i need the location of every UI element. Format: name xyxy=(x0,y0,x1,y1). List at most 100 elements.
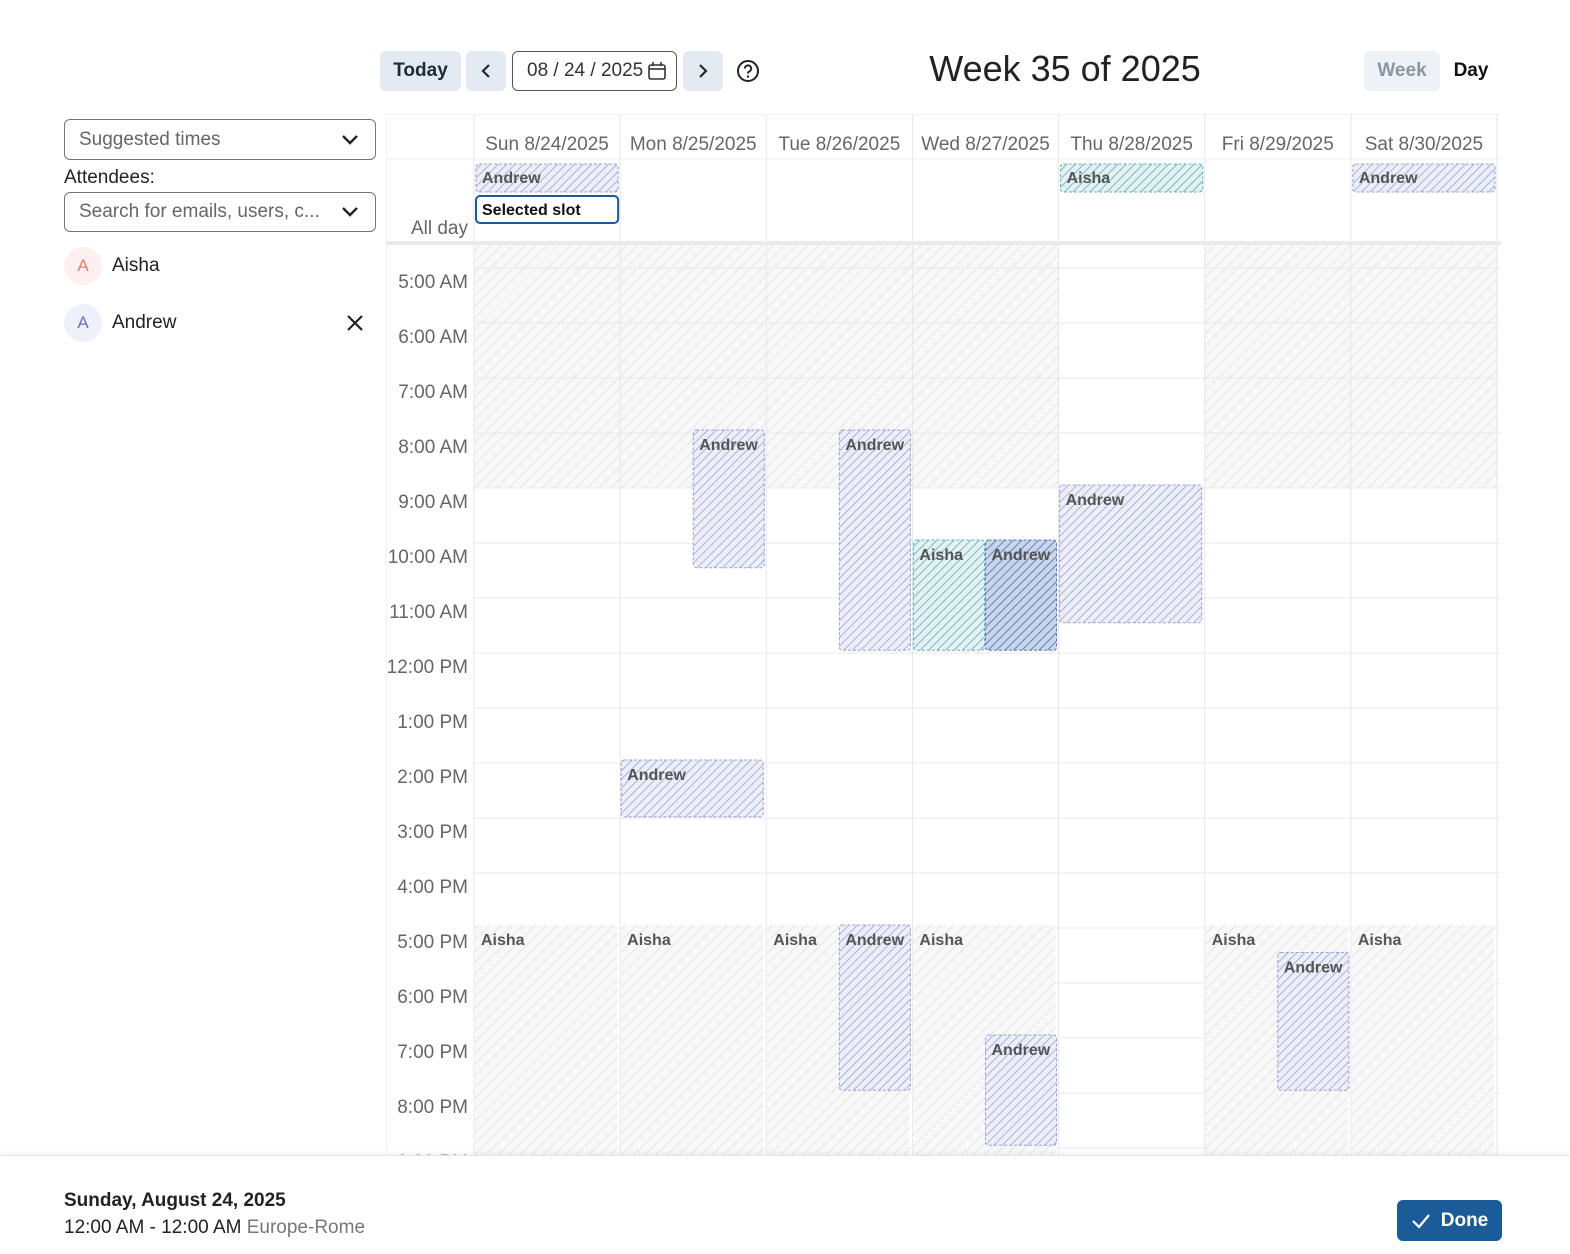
hour-label: 7:00 PM xyxy=(397,1042,468,1063)
attendee-name: Andrew xyxy=(112,312,177,333)
prev-button[interactable] xyxy=(466,51,506,91)
today-button[interactable]: Today xyxy=(380,51,461,91)
hour-label: 7:00 AM xyxy=(398,382,468,403)
avatar: A xyxy=(64,247,102,285)
event-label: Aisha xyxy=(919,932,963,949)
done-button[interactable]: Done xyxy=(1397,1200,1502,1241)
hour-label: 10:00 AM xyxy=(388,547,468,568)
event-label: Aisha xyxy=(627,932,671,949)
event-label: Andrew xyxy=(1284,960,1343,977)
next-button[interactable] xyxy=(683,51,723,91)
week-view-button[interactable]: Week xyxy=(1364,51,1440,91)
unavailable xyxy=(912,245,1059,488)
unavailable xyxy=(474,245,621,488)
hour-label: 4:00 PM xyxy=(397,877,468,898)
selected-time-row: 12:00 AM - 12:00 AM Europe-Rome xyxy=(64,1217,365,1239)
hour-label: 9:00 PM xyxy=(397,1152,468,1155)
attendee-search[interactable]: Search for emails, users, c... xyxy=(64,192,376,232)
event-label: Andrew xyxy=(482,170,541,187)
event xyxy=(1351,925,1494,1155)
hour-label: 9:00 AM xyxy=(398,492,468,513)
all-day-event xyxy=(1060,163,1204,193)
event-label: Andrew xyxy=(699,437,758,454)
date-value: 08 / 24 / 2025 xyxy=(527,60,644,81)
day-header: Sat 8/30/2025 xyxy=(1365,134,1483,155)
day-header: Fri 8/29/2025 xyxy=(1222,134,1334,155)
timezone: Europe-Rome xyxy=(246,1217,366,1238)
hour-label: 3:00 PM xyxy=(397,822,468,843)
suggested-times-select[interactable]: Suggested times xyxy=(64,119,376,160)
week-title: Week 35 of 2025 xyxy=(929,48,1201,89)
event-label: Aisha xyxy=(773,932,817,949)
event-label: Andrew xyxy=(1066,492,1125,509)
event xyxy=(1059,484,1203,624)
done-label: Done xyxy=(1440,1209,1489,1231)
next-icon xyxy=(699,64,708,78)
hour-label: 8:00 PM xyxy=(397,1097,468,1118)
event-label: Aisha xyxy=(1067,170,1111,187)
unavailable xyxy=(1204,245,1351,488)
selected-slot xyxy=(475,195,620,224)
hour-label: 8:00 AM xyxy=(398,437,468,458)
remove-attendee[interactable] xyxy=(346,314,364,332)
event-label: Andrew xyxy=(845,437,904,454)
events-layer: Andrew Andrew Aisha Andrew Andrew Andrew Aisha… xyxy=(475,429,1494,1155)
footer: Sunday, August 24, 2025 12:00 AM - 12:00… xyxy=(0,1155,1570,1254)
event xyxy=(692,429,765,569)
selected-time: 12:00 AM - 12:00 AM xyxy=(64,1217,242,1238)
all-day-event xyxy=(1352,163,1496,193)
day-header: Sun 8/24/2025 xyxy=(485,134,609,155)
event xyxy=(621,925,764,1155)
calendar-icon xyxy=(648,62,666,80)
help-icon[interactable] xyxy=(736,59,760,83)
hour-label: 11:00 AM xyxy=(389,602,468,623)
attendees-label: Attendees: xyxy=(64,167,155,188)
day-view-button[interactable]: Day xyxy=(1453,60,1489,81)
event-label: Selected slot xyxy=(482,202,581,219)
event xyxy=(475,925,618,1155)
day-header: Tue 8/26/2025 xyxy=(778,134,900,155)
day-header: Thu 8/28/2025 xyxy=(1070,134,1193,155)
unavailable xyxy=(1350,245,1497,488)
all-day-label: All day xyxy=(411,218,469,239)
avatar: A xyxy=(64,304,102,342)
hour-label: 6:00 PM xyxy=(397,987,468,1008)
event xyxy=(620,759,764,818)
selected-date: Sunday, August 24, 2025 xyxy=(64,1190,286,1211)
hour-label: 5:00 PM xyxy=(397,932,468,953)
event-label: Aisha xyxy=(481,932,525,949)
prev-icon xyxy=(481,64,490,78)
event-label: Andrew xyxy=(627,767,686,784)
day-header: Mon 8/25/2025 xyxy=(630,134,757,155)
day-header: Wed 8/27/2025 xyxy=(921,134,1050,155)
all-day-event xyxy=(475,163,619,193)
chevron xyxy=(342,207,358,217)
hour-label: 2:00 PM xyxy=(397,767,468,788)
event xyxy=(838,429,911,651)
check-icon xyxy=(1411,1213,1430,1229)
hour-label: 6:00 AM xyxy=(398,327,468,348)
attendee-name: Aisha xyxy=(112,255,160,276)
event-label: Andrew xyxy=(992,547,1051,564)
event xyxy=(1277,952,1350,1091)
event xyxy=(838,924,911,1091)
event xyxy=(985,539,1058,651)
event xyxy=(985,1034,1058,1146)
date-input[interactable]: 08 / 24 / 2025 xyxy=(512,51,677,91)
hour-label: 12:00 PM xyxy=(387,657,468,678)
chevron xyxy=(342,134,358,145)
event-label: Aisha xyxy=(1358,932,1402,949)
hour-label: 5:00 AM xyxy=(398,272,468,293)
all-day-divider xyxy=(386,241,1501,245)
hour-label: 1:00 PM xyxy=(397,712,468,733)
event-label: Andrew xyxy=(1359,170,1418,187)
event xyxy=(912,539,986,651)
event-label: Aisha xyxy=(919,547,963,564)
event-label: Andrew xyxy=(845,932,904,949)
select-text: Suggested times xyxy=(79,128,221,150)
event-label: Aisha xyxy=(1212,932,1256,949)
search-placeholder: Search for emails, users, c... xyxy=(79,201,320,222)
calendar-grid: 5:00 AM 6:00 AM 7:00 AM 8:00 AM 9:00 AM 10:00… xyxy=(386,114,1501,1155)
